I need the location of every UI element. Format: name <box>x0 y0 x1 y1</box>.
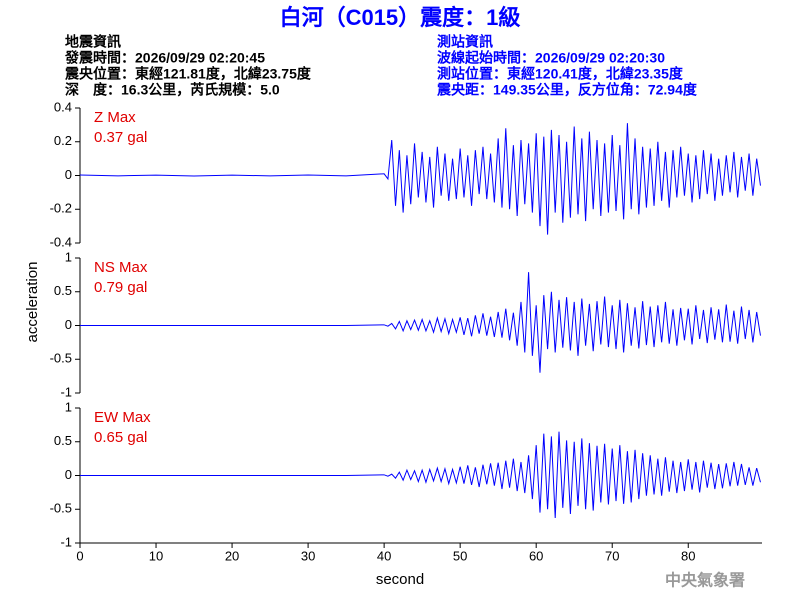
x-tick-label: 30 <box>301 548 315 563</box>
y-tick-label: -1 <box>60 384 72 399</box>
agency: 中央氣象署 <box>665 571 745 590</box>
station-line: 測站位置：東經120.41度，北緯23.35度 <box>437 66 684 82</box>
event-line: 深 度：16.3公里，芮氏規模：5.0 <box>65 82 280 98</box>
y-tick-label: 0.4 <box>54 99 72 114</box>
max-annotation: 0.37 gal <box>94 129 147 146</box>
event-line: 發震時間：2026/09/29 02:20:45 <box>64 50 265 66</box>
y-tick-label: 0 <box>65 317 72 332</box>
y-tick-label: -0.5 <box>50 351 72 366</box>
y-tick-label: 0.2 <box>54 133 72 148</box>
waveform <box>79 123 761 235</box>
x-tick-label: 80 <box>681 548 695 563</box>
y-tick-label: -0.5 <box>50 501 72 516</box>
x-tick-label: 40 <box>377 548 391 563</box>
y-axis-label: acceleration <box>24 262 41 343</box>
event-line: 震央位置：東經121.81度，北緯23.75度 <box>64 66 312 82</box>
y-tick-label: 0 <box>65 467 72 482</box>
max-annotation: 0.79 gal <box>94 279 147 296</box>
station-line: 震央距：149.35公里，反方位角：72.94度 <box>436 82 698 98</box>
y-tick-label: 1 <box>65 249 72 264</box>
y-tick-label: 0.5 <box>54 283 72 298</box>
station-line: 波線起始時間：2026/09/29 02:20:30 <box>437 50 665 66</box>
y-tick-label: -0.4 <box>50 234 72 249</box>
x-tick-label: 20 <box>225 548 239 563</box>
chart-title: 白河（C015）震度：1級 <box>280 5 521 30</box>
x-tick-label: 70 <box>605 548 619 563</box>
station-info: 測站資訊 波線起始時間：2026/09/29 02:20:30 測站位置：東經1… <box>436 34 698 98</box>
max-annotation: 0.65 gal <box>94 429 147 446</box>
station-line: 測站資訊 <box>437 34 493 50</box>
max-annotation: EW Max <box>94 409 151 426</box>
max-annotation: NS Max <box>94 259 148 276</box>
y-tick-label: 1 <box>65 399 72 414</box>
y-tick-label: -0.2 <box>50 201 72 216</box>
y-tick-label: 0.5 <box>54 433 72 448</box>
x-tick-label: 60 <box>529 548 543 563</box>
waveform <box>80 431 761 519</box>
x-axis-label: second <box>376 571 424 588</box>
waveform <box>80 272 761 373</box>
max-annotation: Z Max <box>94 109 136 126</box>
x-tick-label: 10 <box>149 548 163 563</box>
x-tick-label: 50 <box>453 548 467 563</box>
y-tick-label: 0 <box>65 167 72 182</box>
y-tick-label: -1 <box>60 534 72 549</box>
x-tick-label: 0 <box>76 548 83 563</box>
event-line: 地震資訊 <box>65 34 121 50</box>
event-info: 地震資訊 發震時間：2026/09/29 02:20:45 震央位置：東經121… <box>64 34 312 98</box>
